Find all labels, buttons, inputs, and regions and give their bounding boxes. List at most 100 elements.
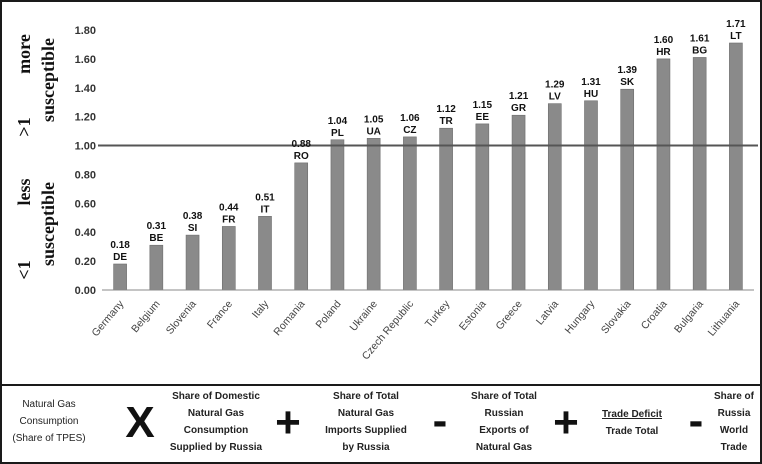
trade-deficit-numerator: Trade Deficit	[601, 409, 663, 420]
value-label: 1.39	[617, 65, 637, 76]
formula-term-1: Natural Gas Consumption (Share of TPES)	[6, 396, 92, 447]
formula-term-4-line: Natural Gas	[475, 442, 533, 453]
formula-term-6-line: Russia	[717, 408, 751, 419]
plus-operator: +	[553, 398, 579, 447]
y-tick-label: 1.00	[75, 141, 96, 153]
formula-term-3-line: Share of Total	[333, 391, 399, 402]
value-label: 1.05	[364, 114, 384, 125]
x-tick-label: Ukraine	[348, 298, 381, 334]
x-tick-label: Italy	[250, 298, 272, 321]
x-tick-label: Hungary	[563, 298, 598, 337]
formula-term-2: Share of Domestic Natural Gas Consumptio…	[160, 388, 272, 456]
x-tick-label: Slovakia	[599, 298, 634, 336]
x-tick-label: Bulgaria	[672, 298, 706, 335]
formula-term-2-line: Share of Domestic	[172, 391, 260, 402]
x-tick-label: Slovenia	[164, 298, 199, 337]
bar	[729, 42, 743, 291]
country-code-label: LV	[549, 92, 561, 103]
upper-line1-label: more	[14, 34, 34, 74]
value-label: 1.60	[654, 35, 674, 46]
bar-chart: >1 more susceptible <1 less susceptible …	[14, 19, 758, 363]
formula-term-1-line: (Share of TPES)	[12, 433, 86, 444]
value-label: 0.88	[291, 139, 311, 150]
y-tick-label: 0.60	[75, 198, 96, 210]
value-label: 1.12	[436, 104, 456, 115]
upper-prefix-label: >1	[14, 117, 34, 136]
trade-total-denominator: Trade Total	[605, 426, 659, 437]
country-code-label: EE	[476, 112, 490, 123]
country-code-label: HU	[584, 89, 598, 100]
plus-operator: +	[275, 398, 301, 447]
bar	[113, 263, 127, 291]
country-code-label: GR	[511, 103, 527, 114]
value-label: 0.18	[110, 240, 130, 251]
formula-term-3-line: by Russia	[342, 442, 390, 453]
x-tick-label: Turkey	[423, 298, 453, 331]
x-tick-label: Lithuania	[706, 298, 743, 338]
x-tick-label: Estonia	[457, 298, 489, 333]
bars	[113, 42, 743, 291]
lower-line1-label: less	[14, 179, 34, 206]
bar	[185, 234, 200, 291]
x-tick-label: Germany	[89, 298, 126, 339]
bar	[403, 136, 417, 291]
y-side-labels: >1 more susceptible <1 less susceptible	[14, 34, 58, 279]
x-tick-label: Latvia	[534, 298, 561, 327]
formula-term-2-line: Consumption	[183, 425, 249, 436]
country-code-label: IT	[261, 204, 270, 215]
formula-term-2-line: Supplied by Russia	[169, 442, 263, 453]
y-ticks: 0.00 0.20 0.40 0.60 0.80 1.00 1.20 1.40 1.60 1.80	[75, 25, 96, 297]
value-label: 1.06	[400, 113, 420, 124]
y-tick-label: 1.60	[75, 54, 96, 66]
value-label: 0.44	[219, 202, 239, 213]
x-tick-label: Greece	[494, 298, 525, 332]
x-tick-label: Croatia	[639, 298, 670, 332]
value-label: 1.04	[328, 116, 348, 127]
multiply-operator: X	[125, 398, 155, 447]
formula-term-4: Share of Total Russian Exports of Natura…	[454, 388, 554, 456]
value-label: 0.38	[183, 211, 203, 222]
value-label: 1.31	[581, 77, 601, 88]
bar	[584, 100, 598, 291]
formula-term-5: Trade Deficit Trade Total	[582, 406, 682, 440]
formula-term-2-line: Natural Gas	[187, 408, 245, 419]
formula-term-3-line: Natural Gas	[337, 408, 395, 419]
y-tick-label: 0.40	[75, 227, 96, 239]
country-code-label: UA	[366, 126, 380, 137]
minus-operator: -	[688, 396, 704, 445]
value-label: 0.51	[255, 192, 275, 203]
value-label: 0.31	[147, 221, 167, 232]
bar	[620, 88, 635, 291]
country-code-label: CZ	[403, 125, 416, 136]
x-tick-labels: Germany Belgium Slovenia France Italy Romania…	[89, 298, 742, 363]
lower-prefix-label: <1	[14, 260, 34, 279]
x-tick-label: Romania	[271, 298, 307, 338]
value-label: 1.61	[690, 33, 710, 44]
bar	[475, 123, 490, 291]
bar	[547, 103, 562, 291]
country-code-label: TR	[439, 116, 453, 127]
x-tick-label: France	[205, 298, 235, 331]
value-label: 1.21	[509, 91, 529, 102]
country-code-label: SK	[620, 77, 635, 88]
country-code-label: PL	[331, 128, 344, 139]
bar	[149, 244, 164, 291]
bar	[221, 226, 236, 291]
formula-term-4-line: Exports of	[479, 425, 529, 436]
y-tick-label: 1.40	[75, 83, 96, 95]
x-tick-label: Poland	[314, 298, 344, 331]
upper-line2-label: susceptible	[38, 38, 58, 122]
country-code-label: BG	[692, 45, 707, 56]
country-code-label: SI	[188, 223, 198, 234]
country-code-label: FR	[222, 214, 236, 225]
formula-panel: Natural Gas Consumption (Share of TPES) …	[2, 384, 760, 464]
country-code-label: LT	[730, 31, 741, 42]
value-label: 1.29	[545, 80, 565, 91]
y-tick-label: 1.80	[75, 25, 96, 37]
formula-term-6-line: Trade	[720, 442, 748, 453]
formula-term-6: Share of Russia World Trade	[708, 388, 760, 456]
formula-term-4-line: Russian	[484, 408, 524, 419]
formula-term-3-line: Imports Supplied	[325, 425, 407, 436]
